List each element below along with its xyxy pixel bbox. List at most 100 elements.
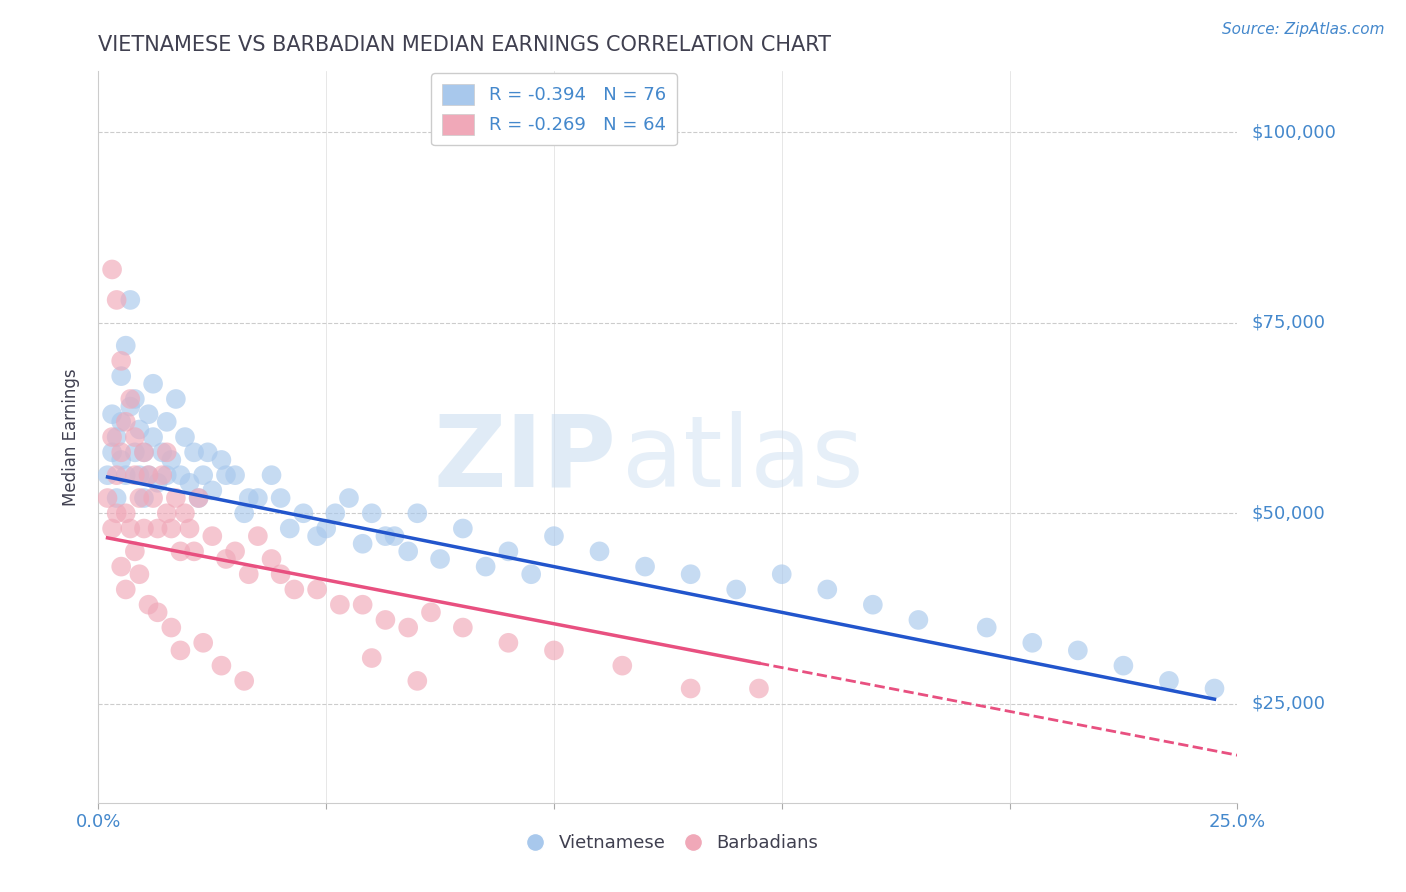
Point	[120, 392, 142, 406]
Point	[187, 491, 209, 505]
Point	[160, 453, 183, 467]
Point	[160, 521, 183, 535]
Point	[128, 567, 150, 582]
Point	[101, 430, 124, 444]
Text: $75,000: $75,000	[1251, 314, 1326, 332]
Point	[907, 613, 929, 627]
Point	[238, 567, 260, 582]
Point	[156, 415, 179, 429]
Point	[179, 521, 201, 535]
Point	[114, 338, 136, 352]
Point	[174, 430, 197, 444]
Point	[146, 475, 169, 490]
Point	[114, 506, 136, 520]
Point	[105, 293, 128, 307]
Text: atlas: atlas	[623, 410, 863, 508]
Point	[142, 376, 165, 391]
Point	[374, 613, 396, 627]
Point	[101, 262, 124, 277]
Point	[201, 529, 224, 543]
Point	[862, 598, 884, 612]
Point	[384, 529, 406, 543]
Point	[142, 430, 165, 444]
Point	[307, 582, 329, 597]
Point	[292, 506, 315, 520]
Point	[543, 643, 565, 657]
Point	[215, 552, 238, 566]
Point	[169, 468, 191, 483]
Point	[183, 445, 205, 459]
Point	[1157, 673, 1180, 688]
Point	[396, 621, 419, 635]
Point	[110, 354, 132, 368]
Point	[307, 529, 329, 543]
Text: ZIP: ZIP	[433, 410, 617, 508]
Point	[132, 521, 155, 535]
Text: $50,000: $50,000	[1251, 504, 1324, 523]
Point	[337, 491, 360, 505]
Legend: Vietnamese, Barbadians: Vietnamese, Barbadians	[510, 827, 825, 860]
Point	[169, 544, 191, 558]
Point	[105, 491, 128, 505]
Point	[1067, 643, 1090, 657]
Point	[174, 506, 197, 520]
Point	[374, 529, 396, 543]
Point	[124, 445, 146, 459]
Point	[156, 506, 179, 520]
Point	[138, 598, 160, 612]
Point	[679, 567, 702, 582]
Point	[105, 468, 128, 483]
Point	[187, 491, 209, 505]
Point	[233, 506, 256, 520]
Point	[209, 658, 232, 673]
Point	[634, 559, 657, 574]
Point	[156, 468, 179, 483]
Point	[124, 392, 146, 406]
Point	[201, 483, 224, 498]
Point	[156, 445, 179, 459]
Point	[132, 445, 155, 459]
Point	[520, 567, 543, 582]
Point	[120, 521, 142, 535]
Point	[246, 529, 269, 543]
Point	[146, 605, 169, 619]
Y-axis label: Median Earnings: Median Earnings	[62, 368, 80, 506]
Point	[1021, 636, 1043, 650]
Point	[110, 559, 132, 574]
Point	[278, 521, 301, 535]
Point	[138, 407, 160, 421]
Point	[114, 415, 136, 429]
Point	[352, 537, 374, 551]
Point	[124, 468, 146, 483]
Point	[193, 636, 215, 650]
Text: Source: ZipAtlas.com: Source: ZipAtlas.com	[1222, 22, 1385, 37]
Point	[105, 430, 128, 444]
Point	[183, 544, 205, 558]
Point	[588, 544, 610, 558]
Point	[1204, 681, 1226, 696]
Point	[150, 468, 173, 483]
Point	[209, 453, 232, 467]
Point	[815, 582, 838, 597]
Point	[105, 506, 128, 520]
Point	[138, 468, 160, 483]
Point	[110, 453, 132, 467]
Point	[725, 582, 748, 597]
Point	[498, 544, 520, 558]
Point	[96, 491, 118, 505]
Point	[770, 567, 793, 582]
Point	[224, 468, 246, 483]
Point	[120, 293, 142, 307]
Point	[498, 636, 520, 650]
Point	[315, 521, 337, 535]
Point	[352, 598, 374, 612]
Point	[429, 552, 451, 566]
Point	[101, 407, 124, 421]
Point	[120, 400, 142, 414]
Text: VIETNAMESE VS BARBADIAN MEDIAN EARNINGS CORRELATION CHART: VIETNAMESE VS BARBADIAN MEDIAN EARNINGS …	[98, 35, 831, 54]
Point	[224, 544, 246, 558]
Point	[128, 422, 150, 436]
Point	[193, 468, 215, 483]
Point	[110, 445, 132, 459]
Point	[215, 468, 238, 483]
